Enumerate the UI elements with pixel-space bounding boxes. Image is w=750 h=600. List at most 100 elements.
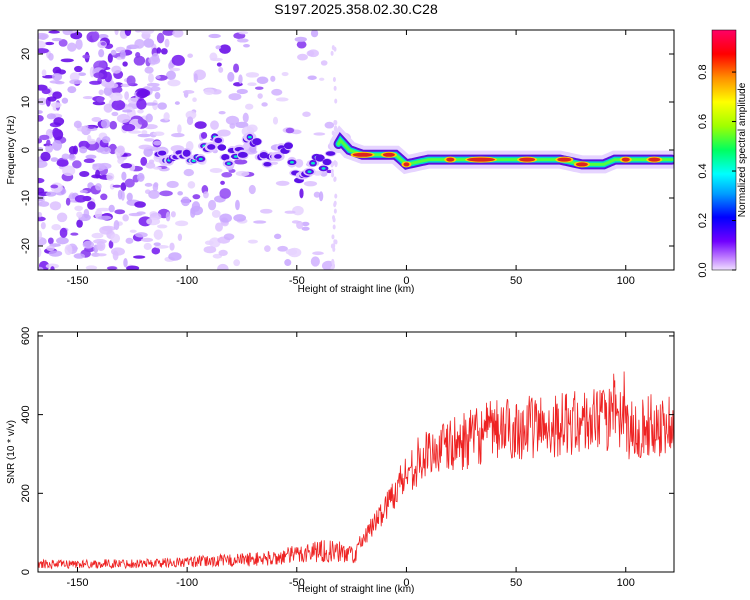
noise-blob <box>183 168 195 177</box>
x-tick-label: -100 <box>176 275 198 287</box>
noise-blob <box>220 180 225 185</box>
noise-blob <box>39 34 48 40</box>
noise-blob <box>64 244 73 256</box>
noise-blob <box>110 49 117 56</box>
noise-blob <box>156 224 168 229</box>
noise-blob <box>275 97 289 102</box>
noise-blob <box>69 79 83 85</box>
noise-blob <box>219 188 231 199</box>
noise-blob <box>297 53 308 61</box>
noise-blob <box>217 263 229 270</box>
x-tick-label: -50 <box>289 577 305 589</box>
noise-blob <box>38 138 43 144</box>
noise-blob <box>109 183 115 190</box>
noise-blob <box>120 50 126 60</box>
noise-blob <box>229 123 236 129</box>
noise-blob <box>73 253 86 259</box>
noise-blob <box>74 205 83 211</box>
noise-blob <box>143 242 152 250</box>
noise-blob <box>52 127 60 138</box>
noise-blob <box>48 250 63 257</box>
noise-blob <box>153 166 162 170</box>
noise-blob <box>233 259 241 267</box>
noise-blob <box>212 253 223 259</box>
noise-blob <box>48 53 54 61</box>
noise-blob <box>117 157 124 164</box>
noise-blob <box>333 160 337 166</box>
noise-blob <box>154 92 161 100</box>
noise-blob <box>38 211 43 218</box>
noise-blob <box>47 237 54 245</box>
noise-blob <box>294 36 307 43</box>
noise-blob <box>225 115 240 125</box>
noise-blob <box>192 97 197 103</box>
noise-blob <box>330 243 334 249</box>
noise-blob <box>153 229 163 240</box>
noise-blob <box>143 147 153 157</box>
noise-blob <box>134 38 145 49</box>
noise-blob <box>83 158 95 164</box>
noise-blob <box>82 54 90 59</box>
noise-blob <box>38 247 42 258</box>
noise-blob <box>285 127 295 134</box>
noise-blob <box>78 72 87 77</box>
y-tick-label: 0 <box>20 569 32 575</box>
ridge-blob <box>283 142 293 150</box>
ridge-hotspot <box>446 157 455 162</box>
noise-blob <box>111 99 126 111</box>
noise-blob <box>160 48 168 55</box>
noise-blob <box>144 102 158 106</box>
noise-blob <box>120 162 133 169</box>
noise-blob <box>166 180 179 188</box>
noise-blob <box>331 234 335 240</box>
noise-blob <box>116 113 131 124</box>
noise-blob <box>134 232 148 238</box>
noise-blob <box>168 252 182 261</box>
noise-blob <box>208 199 217 211</box>
noise-blob <box>301 226 310 231</box>
noise-blob <box>112 184 122 188</box>
noise-blob <box>133 55 146 66</box>
noise-blob <box>302 111 311 117</box>
noise-blob <box>175 220 189 227</box>
noise-blob <box>299 188 304 199</box>
noise-blob <box>166 70 176 81</box>
noise-blob <box>40 222 46 230</box>
colorbar: 0.0 0.2 0.4 0.6 0.8 Normalized spectral ampl… <box>697 29 748 278</box>
noise-blob <box>306 50 315 57</box>
noise-blob <box>95 169 100 179</box>
snr-series <box>38 371 674 570</box>
noise-blob <box>127 97 140 104</box>
noise-blob <box>44 41 55 46</box>
noise-blob <box>109 120 118 130</box>
noise-blob <box>122 109 133 113</box>
x-tick-label: 50 <box>510 275 522 287</box>
noise-blob <box>313 132 326 136</box>
noise-blob <box>200 131 208 139</box>
noise-blob <box>96 207 111 212</box>
noise-blob <box>148 189 160 199</box>
ridge-blob <box>263 162 272 167</box>
noise-blob <box>58 39 68 47</box>
noise-blob <box>54 80 65 85</box>
noise-blob <box>46 245 55 252</box>
noise-blob <box>159 190 173 197</box>
noise-blob <box>187 53 194 58</box>
noise-blob <box>296 40 307 49</box>
noise-blob <box>38 48 49 54</box>
noise-blob <box>324 121 335 129</box>
noise-blob <box>187 181 196 189</box>
noise-blob <box>68 146 77 155</box>
noise-blob <box>137 133 151 138</box>
noise-blob <box>333 239 337 245</box>
noise-blob <box>164 38 170 48</box>
noise-blob <box>91 232 104 239</box>
noise-blob <box>111 111 119 117</box>
noise-blob <box>38 216 46 222</box>
noise-blob <box>38 147 44 151</box>
noise-blob <box>333 177 337 183</box>
noise-blob <box>42 74 55 79</box>
noise-blob <box>273 233 282 240</box>
noise-blob <box>169 67 181 72</box>
ridge-blob <box>207 144 216 150</box>
